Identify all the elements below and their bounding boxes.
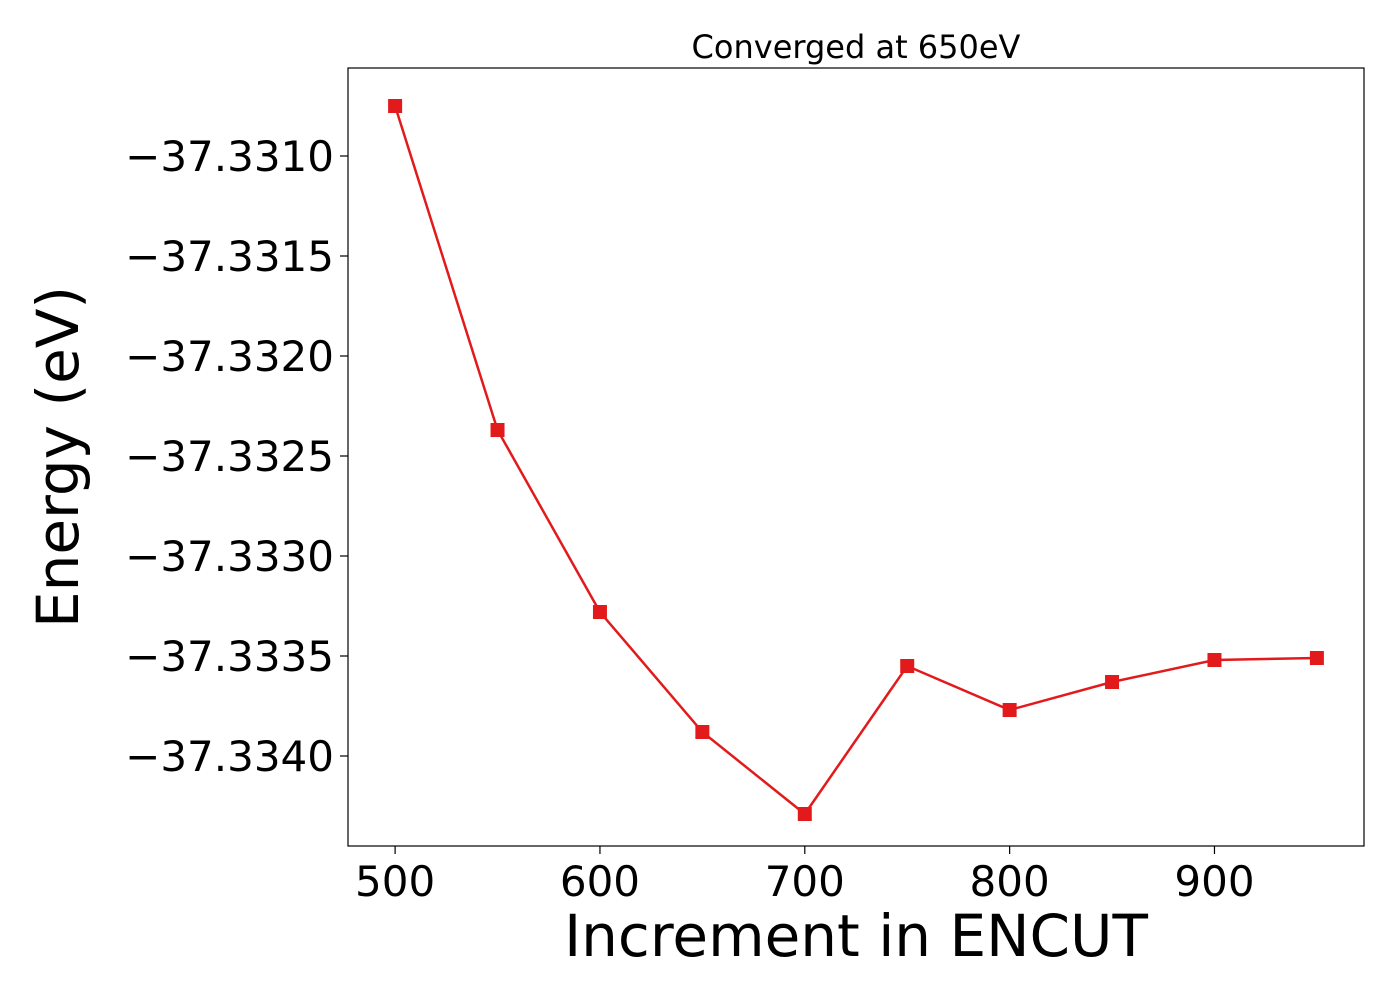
data-point-marker <box>592 605 607 619</box>
data-point-marker <box>1309 651 1324 665</box>
y-axis-title: Energy (eV) <box>24 286 92 628</box>
y-tick-label: −37.3315 <box>125 232 334 281</box>
data-point-marker <box>900 659 915 673</box>
x-axis-title: Increment in ENCUT <box>564 902 1148 970</box>
data-point-marker <box>1105 675 1120 689</box>
series-layer <box>388 99 1324 821</box>
data-point-marker <box>388 99 403 113</box>
y-tick-label: −37.3340 <box>125 732 334 781</box>
plot-frame <box>347 67 1365 847</box>
chart-title: Converged at 650eV <box>692 28 1021 66</box>
y-tick-label: −37.3335 <box>125 632 334 681</box>
data-point-marker <box>1002 703 1017 717</box>
series-line <box>393 105 1317 816</box>
x-tick-label: 600 <box>560 857 640 906</box>
y-tick-label: −37.3310 <box>125 132 334 181</box>
x-tick-label: 500 <box>355 857 435 906</box>
data-point-marker <box>797 807 812 821</box>
y-tick-label: −37.3325 <box>125 432 334 481</box>
y-tick-label: −37.3330 <box>125 532 334 581</box>
x-tick-label: 700 <box>765 857 845 906</box>
x-tick-label: 800 <box>970 857 1050 906</box>
x-tick-label: 900 <box>1174 857 1254 906</box>
y-tick-label: −37.3320 <box>125 332 334 381</box>
ticks: 500 600 700 800 900 −37.3310 −37.3315 −37.3320 −… <box>125 132 1254 906</box>
data-point-marker <box>695 725 710 739</box>
data-point-marker <box>490 423 505 437</box>
data-point-marker <box>1207 653 1222 667</box>
